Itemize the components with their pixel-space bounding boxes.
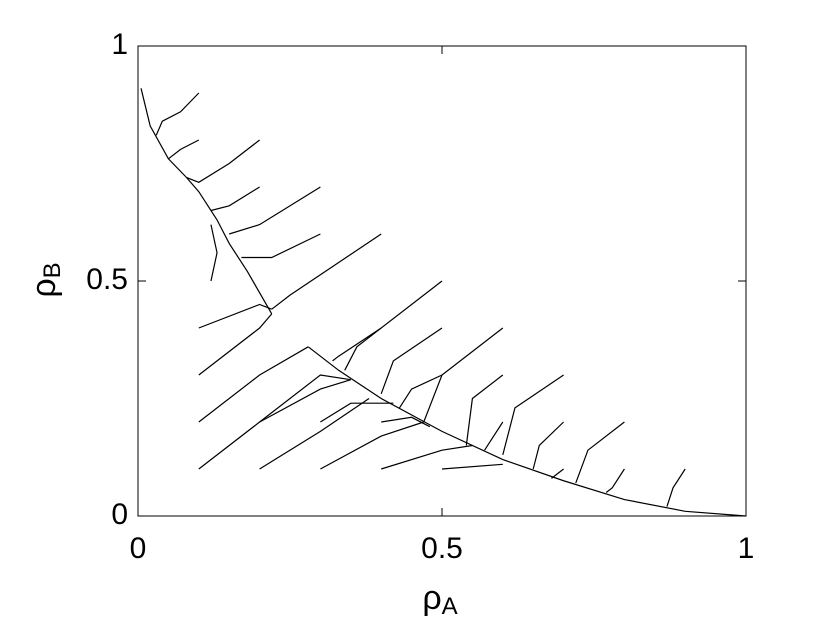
trajectory: [241, 233, 321, 259]
trajectory: [307, 346, 747, 517]
trajectory: [551, 468, 564, 479]
trajectory: [320, 421, 424, 470]
trajectory: [465, 374, 504, 446]
x-label-subscript: A: [442, 593, 458, 620]
trajectory: [484, 421, 504, 451]
x-tick-label: 0: [130, 532, 147, 565]
trajectory: [344, 280, 443, 371]
trajectory: [229, 186, 321, 235]
y-label-subscript: B: [39, 262, 66, 278]
x-label-symbol: ρ: [422, 579, 441, 617]
trajectory: [140, 88, 273, 315]
trajectory: [198, 313, 273, 376]
trajectory: [320, 402, 394, 423]
trajectory: [155, 92, 200, 136]
trajectory: [210, 186, 260, 212]
x-axis-label: ρA: [422, 579, 457, 620]
trajectory: [380, 327, 443, 395]
trajectory: [168, 139, 200, 160]
trajectory: [532, 421, 565, 470]
trajectory: [666, 468, 686, 507]
trajectory: [271, 233, 382, 310]
trajectory: [381, 444, 473, 470]
y-tick-label: 0.5: [86, 263, 128, 296]
x-tick-label: 0.5: [421, 532, 463, 565]
y-tick-label: 0: [111, 498, 128, 531]
trajectory: [259, 379, 351, 423]
trajectory: [259, 398, 370, 470]
trajectory: [198, 374, 351, 470]
trajectory: [398, 374, 443, 409]
trajectory: [441, 463, 503, 470]
trajectory: [198, 303, 272, 329]
trajectory: [381, 416, 431, 428]
trajectory: [575, 421, 625, 484]
trajectory: [186, 139, 260, 183]
trajectory: [332, 327, 382, 362]
trajectory: [502, 374, 564, 456]
trajectory: [605, 468, 625, 493]
y-tick-label: 1: [111, 28, 128, 61]
x-tick-label: 1: [738, 532, 755, 565]
y-label-symbol: ρ: [25, 278, 63, 297]
y-axis-label: ρB: [25, 262, 66, 297]
trajectory: [198, 346, 309, 423]
trajectory: [423, 327, 504, 423]
trajectory: [210, 224, 218, 282]
